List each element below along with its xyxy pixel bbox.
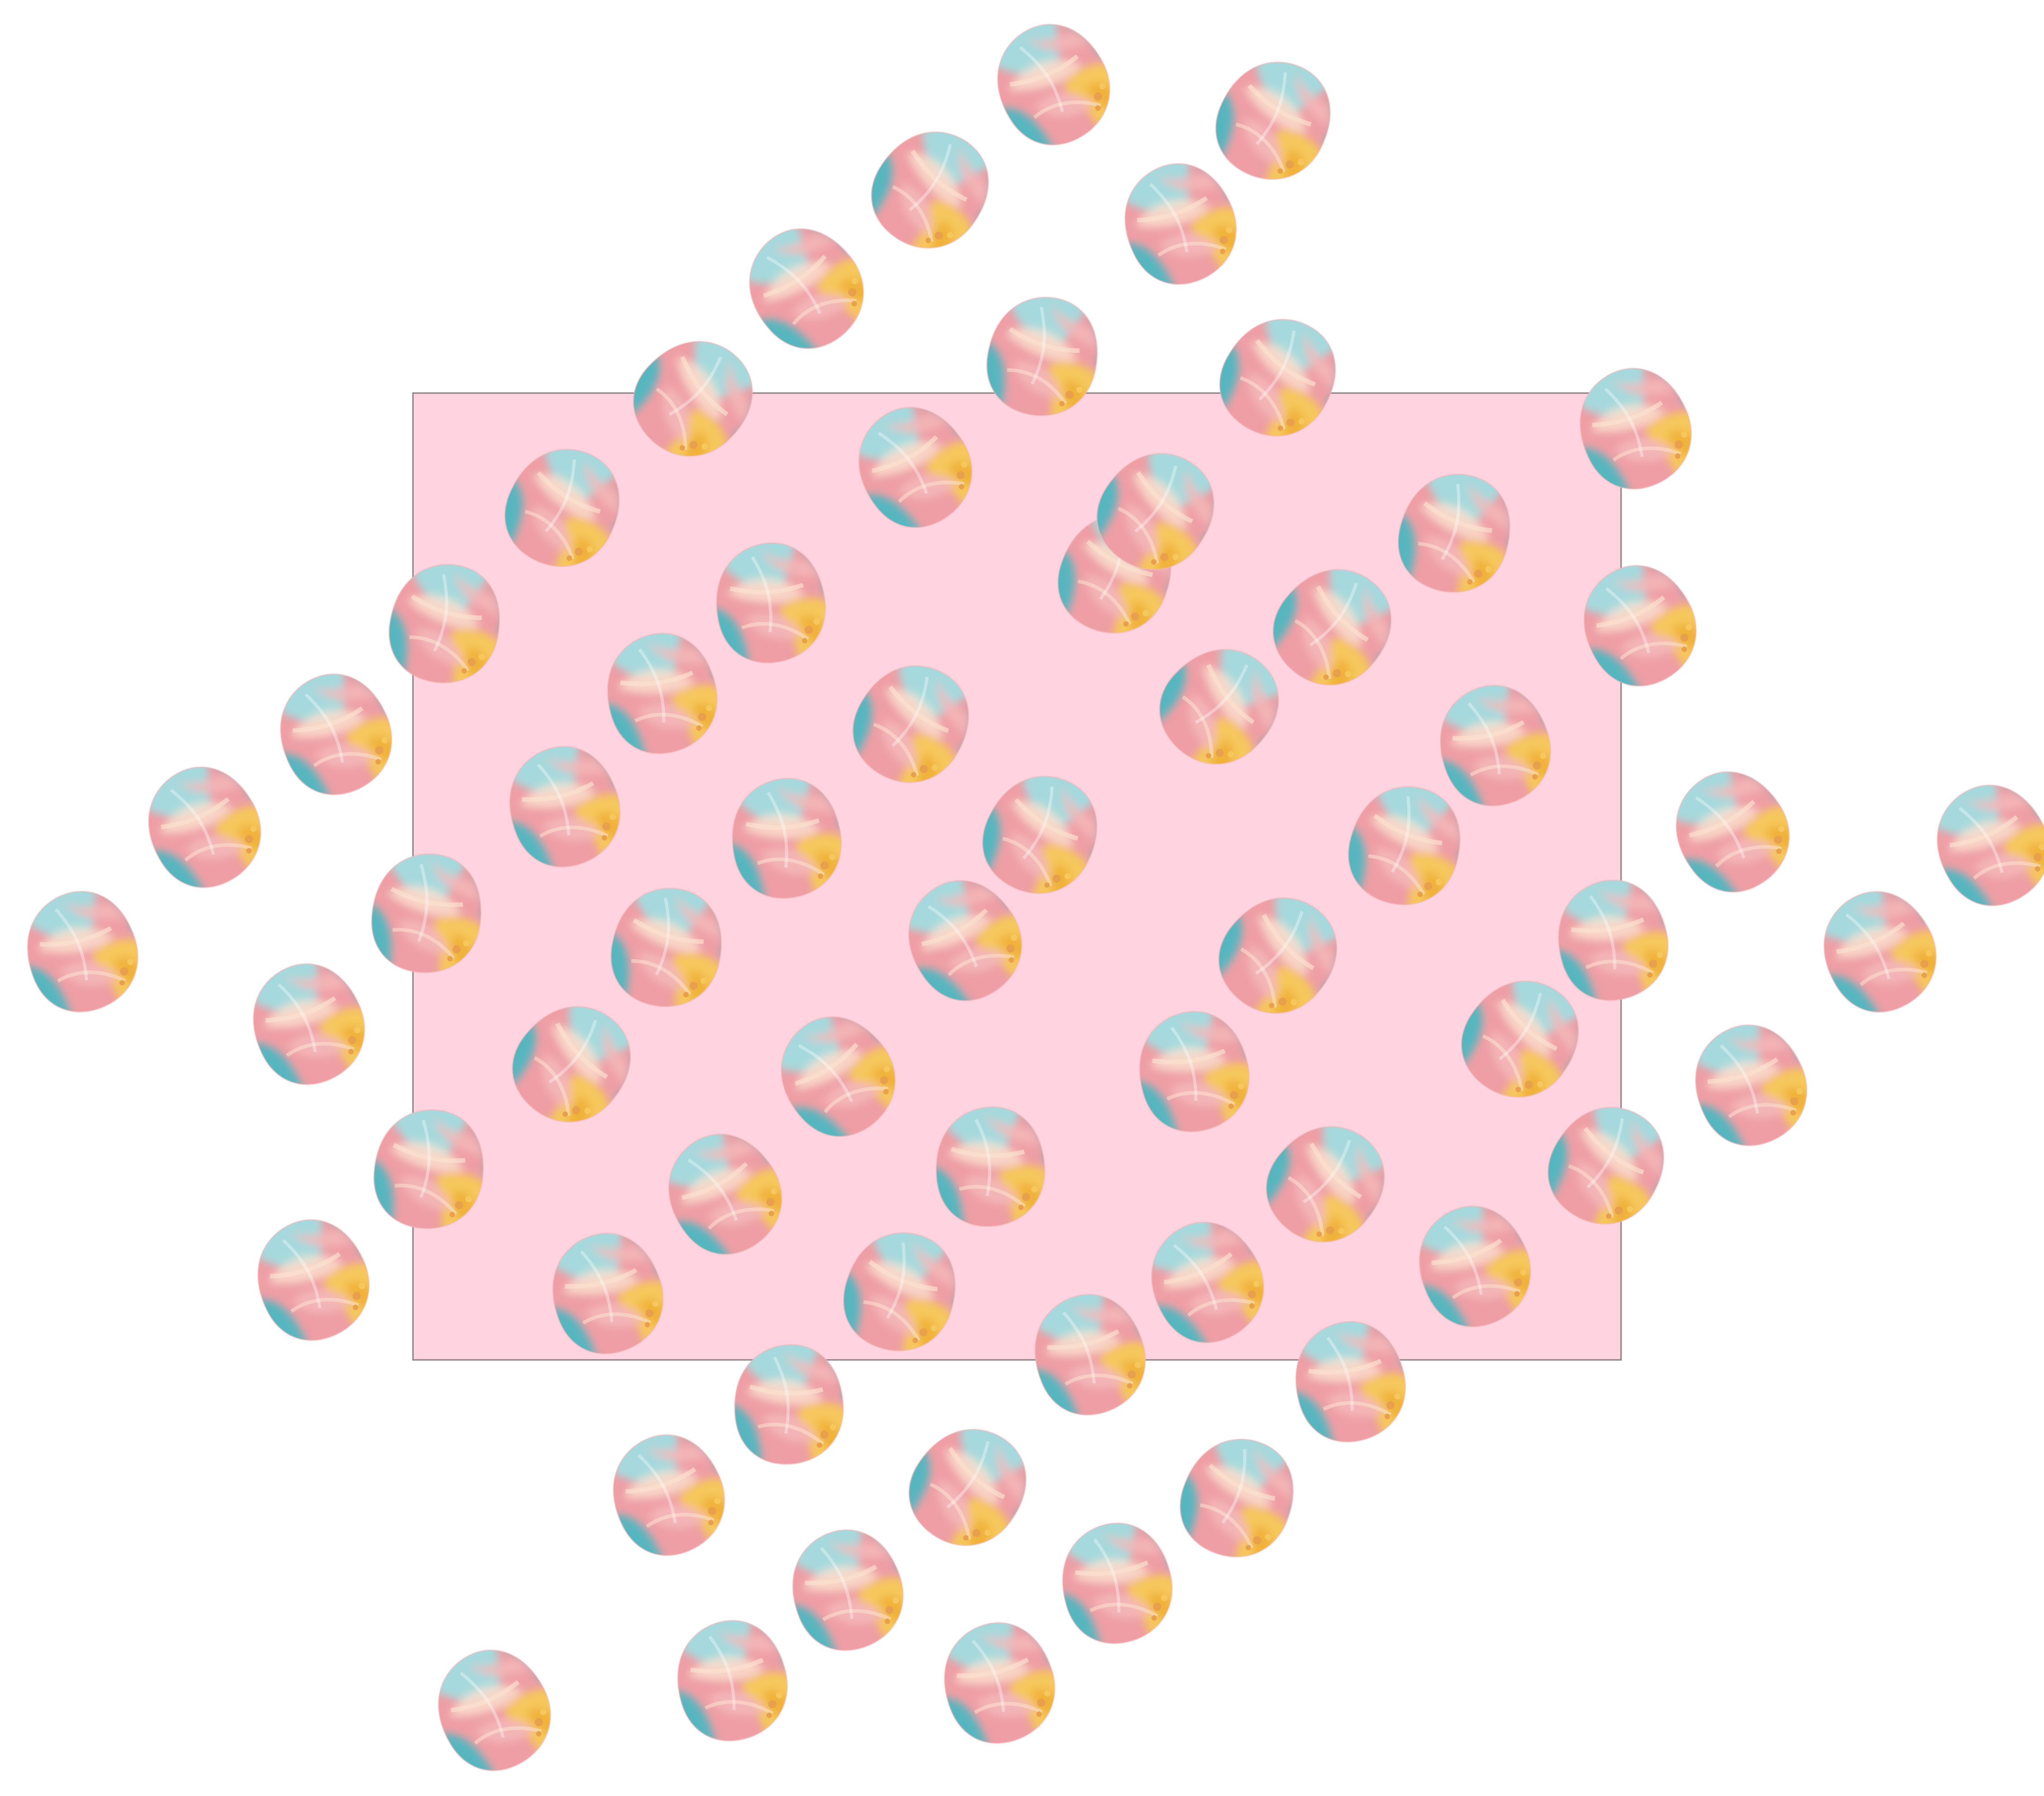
pattern-canvas [0, 0, 2044, 1796]
